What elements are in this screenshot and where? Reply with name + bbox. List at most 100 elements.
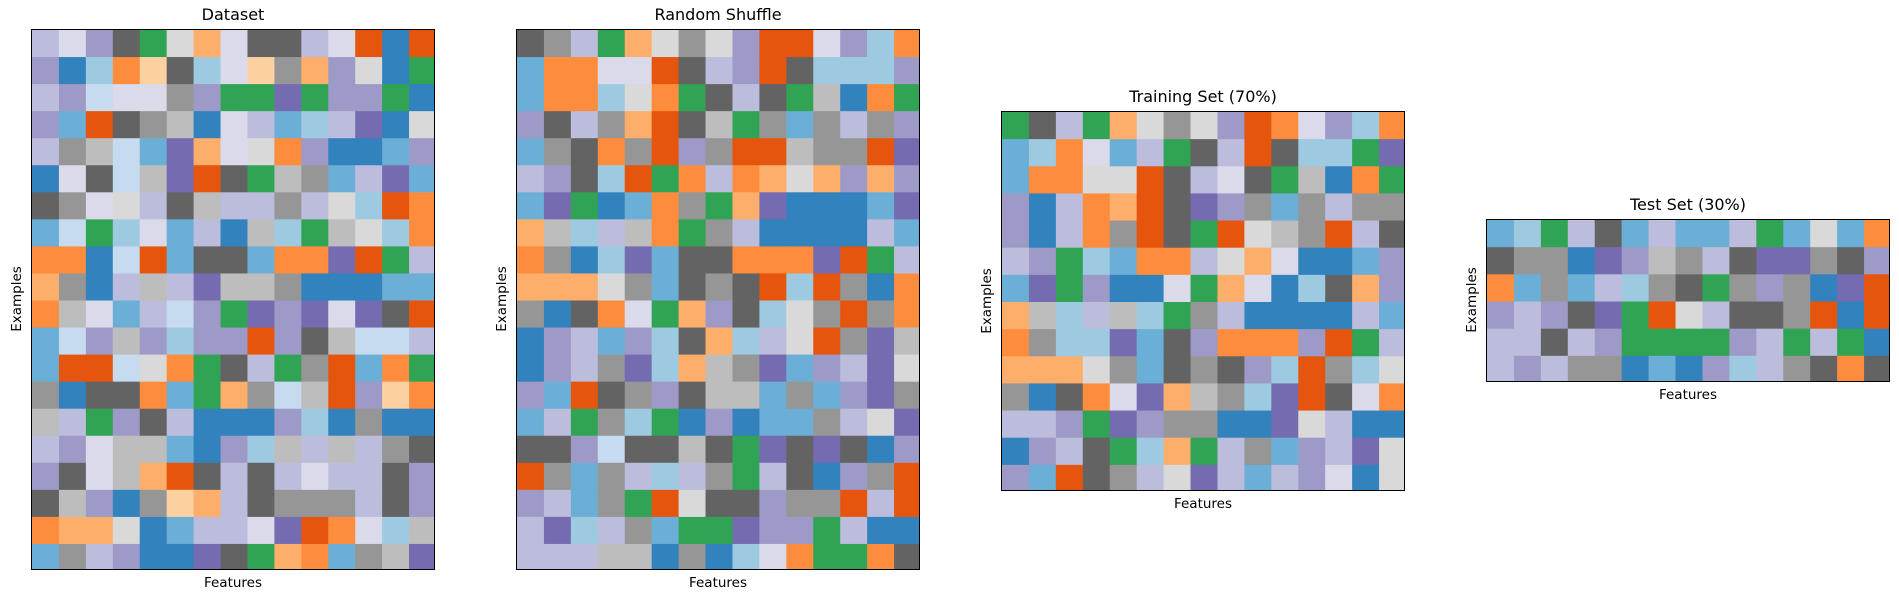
heatmap-cell — [1190, 383, 1219, 412]
heatmap-cell — [894, 381, 919, 410]
heatmap-cell — [409, 408, 434, 437]
heatmap-cell — [813, 408, 841, 437]
heatmap-cell — [1864, 220, 1889, 248]
heatmap-cell — [139, 327, 168, 356]
heatmap-cell — [85, 165, 114, 193]
heatmap-cell — [166, 84, 195, 112]
heatmap-cell — [1379, 356, 1404, 385]
heatmap-cell — [32, 219, 60, 247]
heatmap-cell — [355, 408, 383, 437]
heatmap-cell — [58, 435, 87, 464]
heatmap-cell — [1028, 437, 1057, 466]
heatmap-cell — [220, 138, 249, 166]
heatmap-cell — [1136, 356, 1165, 385]
heatmap-cell — [220, 165, 249, 193]
heatmap-cell — [301, 246, 329, 275]
heatmap-cell — [355, 111, 383, 139]
heatmap-cell — [1513, 301, 1542, 330]
heatmap-cell — [651, 138, 680, 166]
heatmap-cell — [786, 435, 814, 464]
heatmap-cell — [247, 435, 275, 464]
heatmap-cell — [1002, 193, 1030, 222]
heatmap-cell — [1298, 247, 1326, 276]
heatmap-cell — [894, 516, 919, 545]
heatmap-cell — [705, 273, 734, 302]
heatmap-cell — [274, 381, 302, 410]
heatmap-cell — [651, 489, 680, 518]
heatmap-cell — [759, 408, 787, 437]
chart-title: Test Set (30%) — [1630, 195, 1746, 214]
heatmap-cell — [220, 246, 249, 275]
heatmap-cell — [840, 489, 868, 518]
heatmap-cell — [624, 408, 653, 437]
heatmap-cell — [274, 408, 302, 437]
heatmap-cell — [624, 489, 653, 518]
heatmap-cell — [1109, 220, 1138, 249]
heatmap-cell — [1109, 302, 1138, 330]
heatmap-cell — [32, 84, 60, 112]
heatmap-cell — [1136, 193, 1165, 222]
heatmap-cell — [597, 192, 626, 220]
heatmap-cell — [732, 516, 760, 545]
heatmap-cell — [1002, 274, 1030, 303]
heatmap-cell — [355, 327, 383, 356]
heatmap-cell — [166, 273, 195, 302]
heatmap-cell — [1190, 302, 1219, 330]
heatmap-cell — [220, 381, 249, 410]
heatmap-cell — [786, 219, 814, 247]
heatmap-cell — [1702, 220, 1730, 248]
heatmap-cell — [1082, 329, 1111, 357]
heatmap-cell — [840, 111, 868, 139]
heatmap-cell — [732, 273, 760, 302]
heatmap-cell — [543, 138, 572, 166]
heatmap-cell — [220, 192, 249, 220]
heatmap-cell — [139, 516, 168, 545]
heatmap-cell — [678, 138, 707, 166]
heatmap-cell — [1244, 247, 1272, 276]
heatmap-cell — [624, 84, 653, 112]
heatmap-cell — [1487, 274, 1515, 303]
heatmap-cell — [328, 462, 356, 491]
heatmap-cell — [355, 300, 383, 329]
heatmap-cell — [732, 165, 760, 193]
heatmap-cell — [1756, 220, 1784, 248]
heatmap-cell — [382, 543, 410, 569]
heatmap-cell — [894, 273, 919, 302]
heatmap-cell — [705, 84, 734, 112]
heatmap-cell — [813, 462, 841, 491]
heatmap-cell — [651, 84, 680, 112]
heatmap-cell — [813, 327, 841, 356]
heatmap-cell — [32, 435, 60, 464]
heatmap-cell — [705, 111, 734, 139]
heatmap-cell — [1217, 220, 1245, 249]
heatmap-cell — [786, 84, 814, 112]
heatmap-cell — [1271, 274, 1299, 303]
heatmap-cell — [597, 57, 626, 85]
heatmap-cell — [867, 30, 895, 58]
heatmap-cell — [570, 111, 599, 139]
heatmap-cell — [1352, 274, 1380, 303]
heatmap-cell — [1756, 247, 1784, 275]
y-axis-label: Examples — [979, 268, 995, 334]
heatmap-cell — [840, 381, 868, 410]
heatmap-cell — [543, 516, 572, 545]
heatmap-cell — [786, 381, 814, 410]
heatmap-cell — [1675, 247, 1704, 275]
heatmap-cell — [1028, 329, 1057, 357]
x-axis-label: Features — [203, 575, 263, 591]
heatmap-cell — [1352, 247, 1380, 276]
heatmap-cell — [382, 57, 410, 85]
heatmap-cell — [139, 354, 168, 383]
heatmap-cell — [247, 30, 275, 58]
heatmap-cell — [274, 300, 302, 329]
heatmap-cell — [1217, 193, 1245, 222]
heatmap-cell — [1379, 220, 1404, 249]
heatmap-cell — [705, 57, 734, 85]
heatmap-cell — [678, 57, 707, 85]
heatmap-cell — [1002, 139, 1030, 167]
heatmap-cell — [517, 300, 545, 329]
heatmap-cell — [1352, 329, 1380, 357]
heatmap-cell — [58, 543, 87, 569]
heatmap-cell — [1109, 139, 1138, 167]
heatmap-cell — [193, 381, 222, 410]
